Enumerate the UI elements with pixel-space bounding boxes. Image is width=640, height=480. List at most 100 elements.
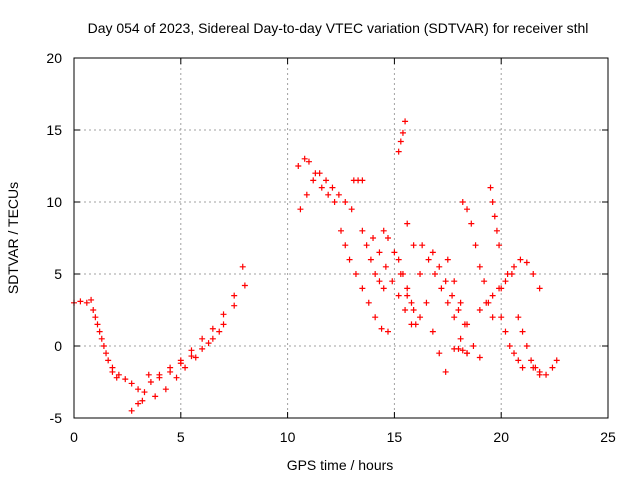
data-point	[472, 242, 479, 249]
data-point	[135, 400, 142, 407]
series-arc-4	[145, 263, 246, 381]
series-arc-10	[350, 177, 366, 184]
data-point	[370, 235, 377, 241]
data-point	[318, 184, 325, 191]
data-point	[457, 299, 464, 306]
series-arc-15	[404, 220, 449, 375]
data-point	[476, 263, 483, 270]
data-point	[459, 347, 466, 354]
x-tick-label: 15	[387, 429, 403, 445]
data-point	[395, 292, 402, 299]
data-point	[372, 314, 379, 321]
data-point	[404, 285, 411, 292]
data-point	[209, 325, 216, 332]
data-point	[530, 271, 537, 277]
data-point	[365, 299, 372, 306]
series-arc-23	[498, 314, 526, 371]
data-point	[216, 328, 223, 335]
data-point	[83, 299, 90, 306]
data-point	[372, 271, 379, 277]
data-point	[346, 256, 353, 263]
data-point	[141, 389, 148, 396]
series-arc-25	[530, 357, 560, 378]
data-point	[167, 368, 174, 375]
data-point	[498, 314, 505, 321]
data-point	[523, 259, 530, 266]
series-arc-3	[128, 282, 248, 414]
data-point	[425, 256, 432, 263]
data-point	[378, 325, 385, 332]
data-point	[451, 278, 458, 285]
data-point	[444, 299, 451, 306]
data-point	[342, 242, 349, 249]
data-point	[152, 393, 159, 400]
data-point	[528, 357, 535, 364]
data-point	[436, 350, 443, 357]
data-point	[338, 227, 344, 234]
data-point	[139, 397, 146, 404]
series-arc-8	[338, 227, 391, 335]
data-point	[297, 206, 304, 213]
data-point	[399, 129, 406, 136]
data-point	[464, 206, 471, 213]
data-point	[220, 311, 227, 318]
data-point	[536, 285, 543, 292]
data-point	[380, 227, 387, 234]
data-point	[459, 199, 466, 205]
data-point	[515, 314, 522, 321]
data-point	[323, 177, 330, 184]
data-point	[363, 242, 370, 249]
x-tick-label: 5	[177, 429, 185, 445]
data-point	[451, 314, 458, 321]
gridlines	[74, 58, 608, 418]
data-point	[90, 307, 97, 313]
data-point	[436, 263, 443, 270]
data-point	[352, 271, 359, 277]
x-axis-label: GPS time / hours	[287, 457, 394, 473]
data-point	[457, 335, 464, 342]
data-point	[498, 285, 505, 292]
data-point	[530, 364, 537, 371]
data-point	[536, 368, 543, 375]
y-tick-label: 15	[46, 122, 62, 138]
data-point	[109, 368, 116, 375]
data-point	[491, 213, 498, 220]
series-arc-6	[295, 155, 338, 205]
data-point	[173, 374, 180, 381]
chart-title: Day 054 of 2023, Sidereal Day-to-day VTE…	[88, 20, 589, 36]
data-point	[231, 302, 238, 309]
series-arc-5	[139, 328, 223, 404]
data-point	[464, 321, 471, 328]
data-point	[442, 278, 449, 285]
data-point	[511, 350, 518, 357]
data-point	[511, 263, 518, 270]
data-point	[331, 199, 338, 205]
series-arc-21	[476, 271, 515, 313]
y-tick-label: 20	[46, 50, 62, 66]
series-arc-13	[395, 118, 409, 155]
series-arc-26	[451, 345, 471, 357]
data-point	[402, 118, 409, 125]
data-point	[92, 314, 99, 321]
series-arc-22	[498, 256, 543, 292]
data-point	[506, 343, 513, 349]
data-point	[399, 271, 406, 277]
data-point	[476, 307, 483, 313]
data-point	[417, 271, 424, 277]
series-arc-12	[380, 227, 424, 321]
data-point	[199, 345, 206, 352]
data-point	[489, 292, 496, 299]
x-tick-labels: 0 5 10 15 20 25	[70, 429, 616, 445]
data-point	[417, 314, 424, 321]
data-point	[239, 263, 246, 270]
data-point	[523, 343, 530, 349]
data-point	[419, 242, 426, 249]
data-point	[519, 328, 526, 335]
data-point	[476, 354, 483, 361]
data-point	[145, 371, 152, 378]
data-point	[423, 299, 430, 306]
data-point	[384, 235, 391, 241]
data-point	[220, 321, 227, 328]
data-point	[519, 364, 526, 371]
